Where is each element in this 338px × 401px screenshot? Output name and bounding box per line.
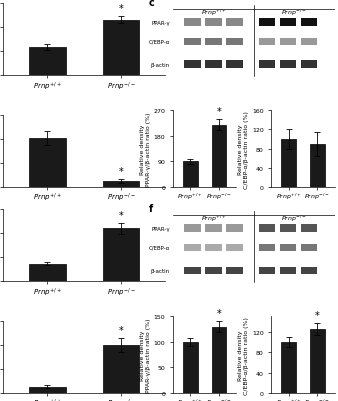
Bar	[281, 140, 296, 188]
Text: *: *	[119, 325, 123, 335]
Bar	[206, 38, 221, 46]
Text: C/EBP-α: C/EBP-α	[148, 40, 170, 45]
Text: PPAR-γ: PPAR-γ	[151, 20, 170, 26]
Bar	[280, 244, 296, 251]
Text: PPAR-γ: PPAR-γ	[151, 226, 170, 231]
Y-axis label: Relative density
C/EBP-α/β-actin ratio (%): Relative density C/EBP-α/β-actin ratio (…	[238, 316, 249, 394]
Bar	[29, 47, 66, 76]
Y-axis label: Relative density
PPAR-γ/β-actin ratio (%): Relative density PPAR-γ/β-actin ratio (%…	[140, 318, 151, 392]
Text: $\it{Prnp}^{+/+}$: $\it{Prnp}^{+/+}$	[200, 8, 226, 18]
Bar	[183, 162, 197, 188]
Bar	[259, 225, 275, 233]
Bar	[102, 229, 139, 282]
Text: *: *	[217, 309, 221, 318]
Bar	[259, 19, 275, 27]
Bar	[102, 181, 139, 188]
Bar	[102, 20, 139, 76]
Bar	[280, 19, 296, 27]
Bar	[226, 225, 243, 233]
Y-axis label: Relative density
PPAR-γ/β-actin ratio (%): Relative density PPAR-γ/β-actin ratio (%…	[140, 112, 151, 186]
Bar	[301, 38, 317, 46]
Bar	[301, 61, 317, 69]
Bar	[206, 19, 221, 27]
Text: *: *	[119, 4, 123, 14]
Bar	[226, 61, 243, 69]
Text: β-actin: β-actin	[151, 63, 170, 68]
Bar	[259, 38, 275, 46]
Bar	[281, 342, 296, 393]
Bar	[29, 387, 66, 393]
Bar	[184, 244, 200, 251]
Bar	[212, 327, 226, 393]
Text: $\it{Prnp}^{+/+}$: $\it{Prnp}^{+/+}$	[200, 213, 226, 224]
Bar	[301, 244, 317, 251]
Text: *: *	[217, 107, 221, 117]
Text: *: *	[119, 166, 123, 176]
Bar	[226, 267, 243, 275]
Bar	[259, 61, 275, 69]
Text: *: *	[119, 210, 123, 220]
Bar	[280, 61, 296, 69]
Bar	[280, 225, 296, 233]
Bar	[184, 267, 200, 275]
Bar	[301, 267, 317, 275]
Bar	[206, 267, 221, 275]
Text: $\it{Prnp}^{-/-}$: $\it{Prnp}^{-/-}$	[281, 213, 307, 224]
Bar	[183, 342, 197, 393]
Bar	[301, 225, 317, 233]
Bar	[29, 264, 66, 282]
Bar	[280, 38, 296, 46]
Bar	[226, 244, 243, 251]
Y-axis label: Relative density
C/EBP-α/β-actin ratio (%): Relative density C/EBP-α/β-actin ratio (…	[238, 110, 249, 188]
Bar	[29, 139, 66, 188]
Text: C/EBP-α: C/EBP-α	[148, 245, 170, 250]
Bar	[226, 38, 243, 46]
Bar	[206, 61, 221, 69]
Bar	[212, 125, 226, 188]
Text: c: c	[149, 0, 154, 8]
Bar	[206, 244, 221, 251]
Bar	[102, 345, 139, 393]
Bar	[280, 267, 296, 275]
Bar	[310, 144, 324, 188]
Text: β-actin: β-actin	[151, 268, 170, 273]
Bar	[259, 244, 275, 251]
Bar	[259, 267, 275, 275]
Bar	[184, 19, 200, 27]
Text: f: f	[149, 203, 153, 213]
Bar	[301, 19, 317, 27]
Bar	[226, 19, 243, 27]
Bar	[206, 225, 221, 233]
Text: *: *	[315, 310, 320, 320]
Bar	[310, 329, 324, 393]
Bar	[184, 225, 200, 233]
Text: $\it{Prnp}^{-/-}$: $\it{Prnp}^{-/-}$	[281, 8, 307, 18]
Bar	[184, 61, 200, 69]
Bar	[184, 38, 200, 46]
